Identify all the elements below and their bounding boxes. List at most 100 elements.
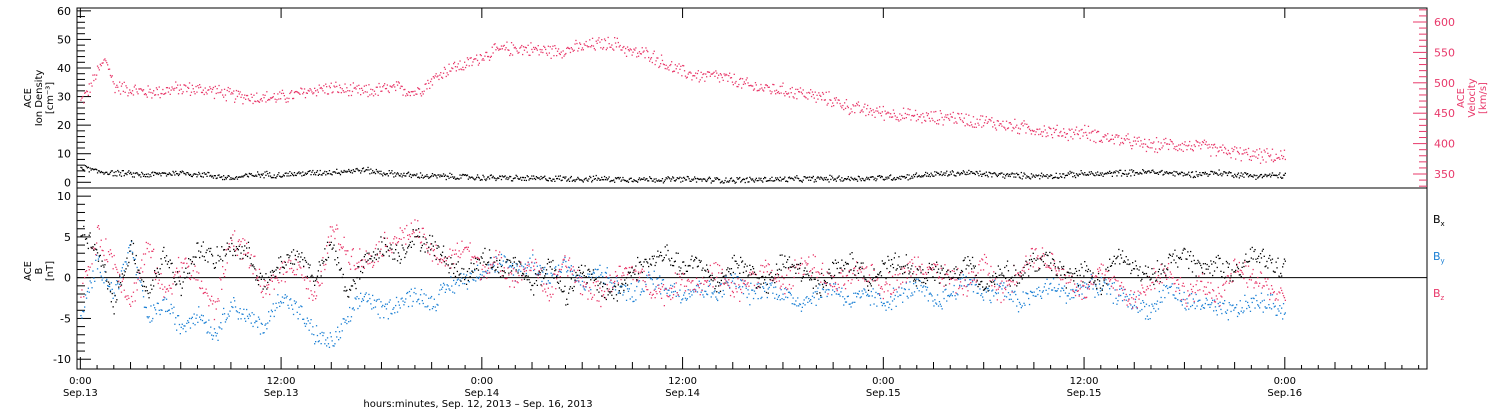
by-point — [274, 309, 276, 312]
bz-point — [459, 256, 461, 259]
velocity-point — [368, 84, 370, 86]
velocity-point — [1253, 155, 1255, 157]
density-point — [216, 177, 218, 179]
by-point — [1016, 305, 1018, 307]
by-point — [509, 265, 511, 267]
velocity-point — [382, 86, 384, 88]
by-point — [1267, 294, 1269, 296]
by-point — [529, 257, 531, 259]
bz-point — [214, 301, 216, 303]
bz-point — [389, 242, 391, 244]
bz-point — [182, 262, 184, 264]
by-point — [464, 283, 466, 285]
bz-point — [738, 284, 740, 286]
density-point — [303, 174, 306, 176]
by-point — [1151, 303, 1153, 305]
velocity-point — [930, 111, 932, 113]
by-point — [389, 299, 391, 301]
velocity-point — [878, 112, 880, 114]
density-point — [557, 175, 560, 177]
by-point — [317, 341, 319, 343]
density-point — [985, 171, 987, 173]
bz-point — [527, 261, 529, 264]
bz-point — [807, 263, 809, 265]
velocity-point — [285, 101, 287, 103]
bz-point — [402, 231, 404, 234]
velocity-point — [359, 88, 361, 90]
velocity-point — [1211, 144, 1213, 146]
by-point — [653, 270, 655, 272]
velocity-tick-label: 350 — [1434, 168, 1455, 181]
density-point — [601, 176, 603, 179]
velocity-point — [1202, 141, 1205, 144]
density-point — [1245, 172, 1247, 174]
by-point — [1059, 295, 1061, 298]
bz-point — [548, 300, 550, 302]
density-point — [937, 172, 940, 174]
density-point — [850, 176, 852, 178]
density-point — [130, 171, 132, 174]
by-point — [476, 276, 478, 278]
velocity-point — [910, 119, 912, 121]
by-point — [342, 318, 344, 320]
density-point — [583, 179, 585, 181]
bz-point — [529, 269, 531, 271]
by-point — [704, 290, 706, 292]
by-point — [255, 320, 257, 322]
density-point — [760, 177, 762, 180]
by-point — [1174, 297, 1176, 299]
by-point — [1136, 307, 1138, 310]
by-point — [846, 295, 849, 298]
velocity-point — [1048, 126, 1050, 128]
bz-point — [617, 282, 619, 284]
bz-point — [922, 273, 924, 275]
density-point — [313, 173, 315, 176]
velocity-point — [312, 93, 314, 95]
by-point — [1017, 311, 1020, 313]
bz-point — [301, 274, 303, 276]
by-point — [972, 291, 975, 293]
by-point — [1225, 312, 1228, 314]
velocity-point — [1133, 136, 1136, 138]
bz-point — [810, 275, 813, 277]
by-point — [1228, 302, 1230, 304]
density-point — [1137, 173, 1139, 175]
density-point — [298, 171, 300, 173]
density-point — [229, 178, 231, 181]
velocity-point — [1168, 143, 1171, 145]
velocity-point — [883, 119, 885, 121]
by-point — [600, 274, 602, 276]
velocity-point — [1079, 137, 1081, 140]
velocity-point — [903, 117, 906, 120]
velocity-point — [1128, 138, 1130, 141]
density-point — [820, 176, 822, 178]
by-point — [607, 277, 609, 279]
velocity-point — [151, 97, 153, 99]
density-point — [491, 177, 493, 179]
density-point — [151, 172, 153, 174]
by-point — [193, 313, 195, 315]
by-point — [1134, 298, 1137, 301]
velocity-point — [547, 45, 549, 47]
velocity-point — [524, 46, 526, 48]
by-point — [510, 266, 513, 268]
density-point — [1099, 172, 1102, 174]
density-point — [861, 177, 863, 180]
velocity-point — [1261, 156, 1263, 158]
by-point — [824, 291, 826, 293]
bz-point — [159, 287, 161, 289]
density-point — [143, 174, 146, 176]
velocity-point — [370, 88, 372, 90]
velocity-point — [455, 70, 457, 72]
by-point — [1000, 282, 1002, 284]
density-point — [977, 172, 979, 175]
velocity-point — [970, 121, 972, 123]
velocity-point — [950, 116, 952, 118]
velocity-point — [714, 75, 716, 77]
bz-point — [574, 281, 576, 284]
by-point — [530, 267, 532, 269]
bz-point — [471, 256, 473, 258]
velocity-point — [393, 84, 395, 86]
bz-point — [713, 262, 715, 265]
velocity-point — [420, 95, 423, 97]
